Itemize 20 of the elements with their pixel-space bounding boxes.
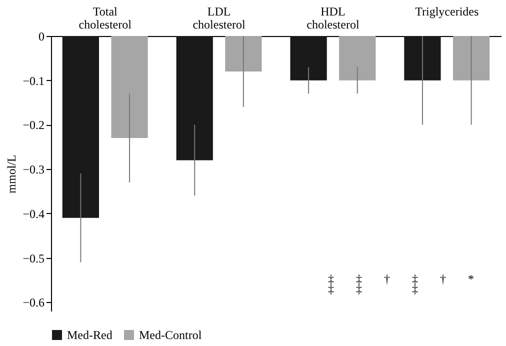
- y-tick-label: −0.6: [22, 296, 44, 310]
- annotation: ‡ ‡: [328, 272, 334, 296]
- y-tick-label: −0.3: [22, 162, 44, 177]
- y-axis-title: mmol/L: [4, 154, 19, 194]
- y-tick-label: −0.4: [22, 206, 44, 221]
- annotation: ‡ ‡: [412, 272, 418, 296]
- x-tick-label: Triglycerides: [415, 4, 479, 18]
- legend-label: Med-Control: [139, 328, 202, 342]
- y-tick-label: −0.2: [22, 118, 44, 132]
- annotation: †: [384, 272, 390, 286]
- annotation: *: [468, 272, 474, 286]
- x-tick-label: LDL cholesterol: [192, 4, 246, 32]
- x-tick-label: HDL cholesterol: [306, 4, 360, 32]
- annotation: ‡ ‡: [356, 272, 362, 296]
- x-tick-label: Total cholesterol: [78, 4, 132, 32]
- y-tick-label: 0: [38, 30, 44, 44]
- y-tick-label: −0.5: [22, 251, 44, 266]
- y-tick-label: −0.1: [22, 74, 44, 88]
- annotation: †: [440, 272, 446, 286]
- legend-label: Med-Red: [67, 328, 112, 342]
